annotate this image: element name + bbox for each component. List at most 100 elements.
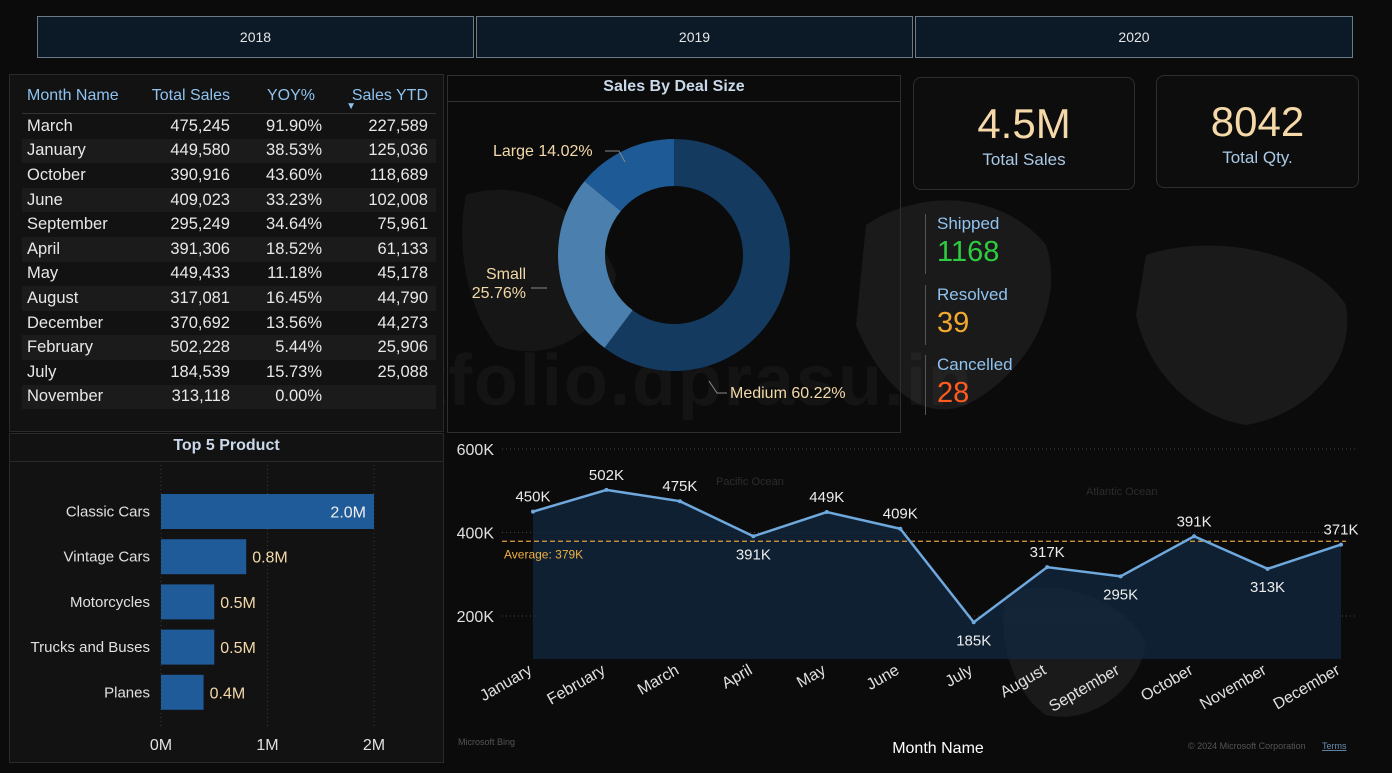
cell-month-name: August [27,288,79,307]
donut-panel [447,75,901,433]
line-data-label: 317K [1030,544,1065,561]
cell-yoy: 91.90% [266,116,322,135]
donut-label-small: Small [486,266,526,283]
cell-yoy: 33.23% [266,190,322,209]
bar-trucks-and-buses[interactable] [161,629,215,665]
line-y-tick: 400K [457,526,495,543]
table-row[interactable]: November 313,118 0.00% [22,384,436,410]
table-row[interactable]: December 370,692 13.56% 44,273 [22,311,436,336]
bar-motorcycles[interactable] [161,584,215,620]
line-x-tick: April [719,662,755,693]
table-row[interactable]: May 449,433 11.18% 45,178 [22,262,436,287]
donut-label-large: Large 14.02% [493,143,593,160]
cell-month-name: February [27,338,94,357]
cell-sales-ytd: 227,589 [368,116,428,135]
header-total-sales[interactable]: Total Sales [151,86,230,104]
cell-total-sales: 370,692 [170,313,230,332]
cell-month-name: December [27,313,104,332]
table-row[interactable]: April 391,306 18.52% 61,133 [22,236,436,262]
cell-yoy: 13.56% [266,313,322,332]
bar-classic-cars[interactable] [161,494,374,529]
status-cancelled-value: 28 [937,377,970,409]
cell-month-name: January [27,141,86,160]
line-point[interactable] [1265,566,1270,571]
cell-sales-ytd: 25,906 [377,338,428,357]
line-x-tick: October [1138,661,1196,705]
bar-planes[interactable] [161,674,204,710]
cell-month-name: November [27,387,104,406]
line-point[interactable] [1045,565,1050,570]
table-row[interactable]: March 475,245 91.90% 227,589 [22,114,436,139]
total-sales-card: 4.5M Total Sales [913,77,1135,190]
table-row[interactable]: February 502,228 5.44% 25,906 [22,335,436,360]
cell-total-sales: 449,433 [170,264,230,283]
line-point[interactable] [1339,542,1343,547]
line-point[interactable] [824,510,829,515]
line-point[interactable] [677,499,682,504]
line-data-label: 502K [589,467,624,484]
line-point[interactable] [1118,574,1123,579]
bar-value-label: 0.4M [210,685,246,702]
sales-line[interactable] [532,488,1342,624]
total-sales-label: Total Sales [982,150,1066,169]
cell-yoy: 16.45% [266,288,322,307]
table-row[interactable]: June 409,023 33.23% 102,008 [22,187,436,213]
header-month-name[interactable]: Month Name [27,86,119,104]
bar-vintage-cars[interactable] [161,539,247,575]
line-point[interactable] [971,620,976,625]
year-button-2018[interactable]: 2018 [37,16,474,58]
donut-leader-medium [708,380,727,394]
cell-month-name: May [27,264,59,283]
bar-value-label: 0.5M [220,640,256,657]
cell-yoy: 0.00% [275,387,322,406]
line-point[interactable] [604,487,609,492]
cell-yoy: 11.18% [267,264,322,283]
line-point[interactable] [531,509,535,514]
bar-category-label: Classic Cars [66,504,150,521]
table-row[interactable]: July 184,539 15.73% 25,088 [22,360,436,385]
cell-total-sales: 475,245 [170,116,230,135]
cell-month-name: October [27,165,86,184]
map-terms-link[interactable]: Terms [1322,741,1347,751]
year-button-2019[interactable]: 2019 [476,16,913,58]
cell-total-sales: 295,249 [170,215,230,234]
map-copyright: © 2024 Microsoft Corporation [1188,741,1306,751]
header-yoy[interactable]: YOY% [266,86,315,104]
year-button-2020[interactable]: 2020 [915,16,1353,58]
bar-category-label: Vintage Cars [64,549,150,566]
cell-total-sales: 449,580 [170,141,230,160]
header-sales-ytd[interactable]: Sales YTD ▼ [322,87,428,112]
status-cancelled: Cancelled 28 [925,355,1013,415]
donut-slice-small[interactable] [558,181,633,348]
cell-sales-ytd: 25,088 [377,362,428,381]
bar-x-tick: 1M [256,737,278,754]
cell-sales-ytd: 45,178 [377,264,428,283]
table-header: Month Name Total Sales YOY% Sales YTD ▼ [22,78,436,114]
line-point[interactable] [751,534,756,539]
table-row[interactable]: August 317,081 16.45% 44,790 [22,286,436,311]
donut-slice-medium[interactable] [604,139,790,371]
table-row[interactable]: October 390,916 43.60% 118,689 [22,163,436,188]
cell-month-name: March [27,116,73,135]
status-resolved-value: 39 [937,307,970,339]
line-point[interactable] [898,526,903,531]
total-qty-value: 8042 [1210,98,1305,145]
donut-slice-large[interactable] [584,139,674,212]
donut-title: Sales By Deal Size [603,78,745,95]
line-x-tick: February [545,662,609,709]
table-row[interactable]: January 449,580 38.53% 125,036 [22,138,436,164]
cell-sales-ytd: 125,036 [368,141,428,160]
line-data-label: 391K [736,546,771,563]
line-x-tick: June [864,662,903,694]
cell-sales-ytd: 44,790 [377,288,428,307]
cell-sales-ytd: 61,133 [377,239,428,258]
cell-yoy: 5.44% [275,338,322,357]
cell-yoy: 34.64% [266,215,322,234]
status-cancelled-label: Cancelled [937,355,1013,374]
table-row[interactable]: September 295,249 34.64% 75,961 [22,212,436,237]
bar-value-label: 2.0M [330,505,366,522]
line-data-label: 449K [809,489,844,506]
status-resolved: Resolved 39 [925,285,1008,345]
total-qty-label: Total Qty. [1222,148,1293,167]
line-point[interactable] [1192,534,1197,539]
